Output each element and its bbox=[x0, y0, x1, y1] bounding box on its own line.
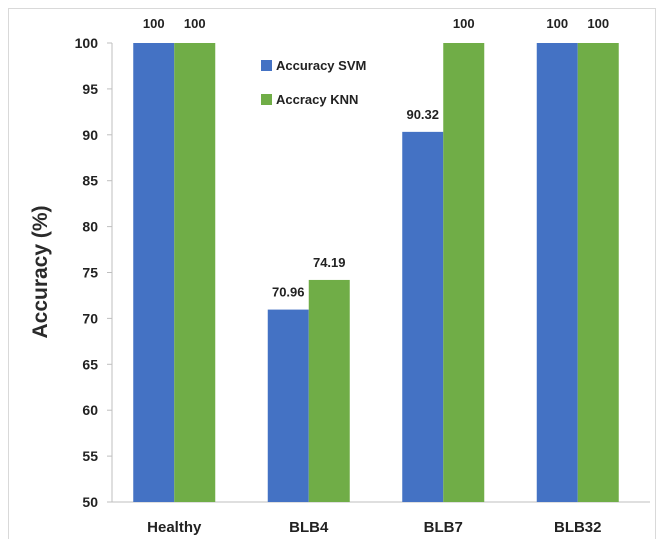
data-label: 74.19 bbox=[313, 255, 346, 270]
y-tick-label: 80 bbox=[82, 219, 98, 235]
y-tick-label: 65 bbox=[82, 356, 98, 372]
y-tick-labels: 50 55 60 65 70 75 80 85 90 95 100 bbox=[75, 35, 112, 510]
category-labels: Healthy BLB4 BLB7 BLB32 bbox=[147, 519, 601, 536]
bar-blb7-knn bbox=[443, 43, 485, 502]
data-label: 100 bbox=[546, 16, 568, 31]
data-label: 90.32 bbox=[406, 107, 439, 122]
x-category-label: BLB7 bbox=[424, 519, 463, 536]
bar-group bbox=[133, 43, 619, 502]
legend-label: Accuracy SVM bbox=[276, 58, 366, 73]
data-label: 100 bbox=[453, 16, 475, 31]
y-tick-label: 60 bbox=[82, 402, 98, 418]
data-label: 70.96 bbox=[272, 285, 305, 300]
bar-blb7-svm bbox=[402, 131, 444, 502]
y-tick-label: 50 bbox=[82, 494, 98, 510]
bar-blb4-knn bbox=[308, 279, 350, 502]
legend: Accuracy SVM Accracy KNN bbox=[261, 58, 366, 107]
x-category-label: Healthy bbox=[147, 519, 202, 536]
y-tick-label: 90 bbox=[82, 127, 98, 143]
y-tick-label: 95 bbox=[82, 81, 98, 97]
bar-blb32-knn bbox=[577, 43, 619, 502]
bar-blb4-svm bbox=[267, 309, 309, 502]
data-label: 100 bbox=[184, 16, 206, 31]
legend-swatch bbox=[261, 94, 272, 105]
y-tick-label: 75 bbox=[82, 265, 98, 281]
legend-label: Accracy KNN bbox=[276, 92, 358, 107]
data-label: 100 bbox=[143, 16, 165, 31]
bar-blb32-svm bbox=[536, 43, 578, 502]
data-label: 100 bbox=[587, 16, 609, 31]
y-tick-label: 85 bbox=[82, 173, 98, 189]
data-labels: 100 100 70.96 74.19 90.32 100 100 100 bbox=[143, 16, 609, 300]
x-category-label: BLB32 bbox=[554, 519, 602, 536]
x-category-label: BLB4 bbox=[289, 519, 329, 536]
y-axis-title: Accuracy (%) bbox=[29, 205, 52, 338]
legend-swatch bbox=[261, 60, 272, 71]
bar-healthy-svm bbox=[133, 43, 175, 502]
y-tick-label: 70 bbox=[82, 310, 98, 326]
bar-healthy-knn bbox=[174, 43, 216, 502]
y-tick-label: 55 bbox=[82, 448, 98, 464]
y-tick-label: 100 bbox=[75, 35, 99, 51]
chart-frame bbox=[8, 8, 656, 539]
